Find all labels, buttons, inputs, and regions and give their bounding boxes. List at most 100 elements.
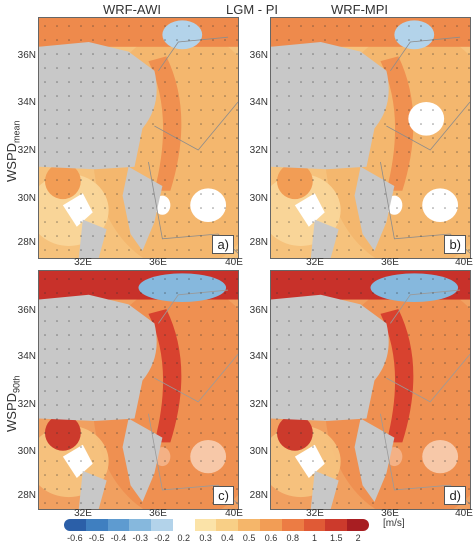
- strong-spot: [276, 414, 313, 451]
- significance-dot: [68, 376, 70, 378]
- significance-dot: [176, 109, 178, 111]
- significance-dot: [348, 249, 350, 251]
- significance-dot: [68, 418, 70, 420]
- significance-dot: [396, 165, 398, 167]
- significance-dot: [128, 334, 130, 336]
- significance-dot: [348, 446, 350, 448]
- significance-dot: [384, 25, 386, 27]
- significance-dot: [396, 221, 398, 223]
- significance-dot: [300, 278, 302, 280]
- significance-dot: [360, 235, 362, 237]
- header-wrf-awi: WRF-AWI: [103, 2, 161, 17]
- significance-dot: [408, 207, 410, 209]
- significance-dot: [420, 193, 422, 195]
- significance-dot: [396, 292, 398, 294]
- significance-dot: [92, 278, 94, 280]
- significance-dot: [152, 123, 154, 125]
- significance-dot: [116, 404, 118, 406]
- significance-dot: [152, 348, 154, 350]
- significance-dot: [408, 488, 410, 490]
- significance-dot: [212, 123, 214, 125]
- significance-dot: [68, 460, 70, 462]
- significance-dot: [140, 460, 142, 462]
- land-sinai: [122, 166, 163, 251]
- significance-dot: [288, 418, 290, 420]
- border-line: [158, 36, 229, 72]
- significance-dot: [140, 53, 142, 55]
- panel-label-c: c): [213, 486, 234, 505]
- significance-dot: [152, 446, 154, 448]
- significance-dot: [408, 320, 410, 322]
- significance-dot: [152, 249, 154, 251]
- significance-dot: [384, 207, 386, 209]
- significance-dot: [420, 165, 422, 167]
- significance-dot: [372, 137, 374, 139]
- significance-dot: [468, 334, 470, 336]
- significance-dot: [468, 81, 470, 83]
- significance-dot: [152, 179, 154, 181]
- significance-dot: [300, 25, 302, 27]
- significance-dot: [372, 207, 374, 209]
- significance-dot: [372, 404, 374, 406]
- significance-dot: [324, 109, 326, 111]
- significance-dot: [396, 67, 398, 69]
- significance-dot: [80, 390, 82, 392]
- significance-dot: [456, 221, 458, 223]
- significance-dot: [432, 306, 434, 308]
- significance-dot: [176, 306, 178, 308]
- significance-dot: [176, 179, 178, 181]
- significance-dot: [408, 306, 410, 308]
- top-strong-band: [271, 18, 470, 47]
- significance-dot: [300, 320, 302, 322]
- significance-dot: [164, 446, 166, 448]
- significance-dot: [420, 334, 422, 336]
- significance-dot: [360, 249, 362, 251]
- significance-dot: [288, 348, 290, 350]
- significance-dot: [44, 488, 46, 490]
- significance-dot: [384, 446, 386, 448]
- significance-dot: [104, 53, 106, 55]
- significance-dot: [104, 25, 106, 27]
- significance-dot: [80, 39, 82, 41]
- significance-dot: [432, 362, 434, 364]
- significance-dot: [420, 460, 422, 462]
- significance-dot: [336, 53, 338, 55]
- significance-dot: [336, 362, 338, 364]
- significance-dot: [236, 53, 238, 55]
- significance-dot: [300, 193, 302, 195]
- significance-dot: [444, 81, 446, 83]
- significance-dot: [44, 404, 46, 406]
- significance-dot: [312, 292, 314, 294]
- significance-dot: [276, 165, 278, 167]
- significance-dot: [348, 123, 350, 125]
- lat-tick: 32N: [17, 399, 36, 410]
- significance-dot: [128, 278, 130, 280]
- significance-dot: [212, 320, 214, 322]
- significance-dot: [212, 292, 214, 294]
- lon-tick: 40E: [455, 257, 473, 268]
- significance-dot: [312, 306, 314, 308]
- significance-dot: [224, 207, 226, 209]
- significance-dot: [236, 432, 238, 434]
- significance-dot: [300, 179, 302, 181]
- significance-dot: [236, 334, 238, 336]
- lat-tick: 34N: [17, 351, 36, 362]
- significance-dot: [336, 151, 338, 153]
- significance-dot: [336, 334, 338, 336]
- significance-dot: [432, 488, 434, 490]
- significance-dot: [92, 39, 94, 41]
- significance-dot: [312, 179, 314, 181]
- significance-dot: [224, 474, 226, 476]
- significance-dot: [408, 151, 410, 153]
- significance-dot: [68, 474, 70, 476]
- significance-dot: [80, 348, 82, 350]
- significance-dot: [68, 362, 70, 364]
- significance-dot: [420, 249, 422, 251]
- colorbar-segment: [151, 519, 173, 531]
- significance-dot: [336, 81, 338, 83]
- significance-dot: [80, 25, 82, 27]
- significance-dot: [312, 418, 314, 420]
- significance-dot: [44, 179, 46, 181]
- significance-dot: [300, 376, 302, 378]
- significance-dot: [92, 502, 94, 504]
